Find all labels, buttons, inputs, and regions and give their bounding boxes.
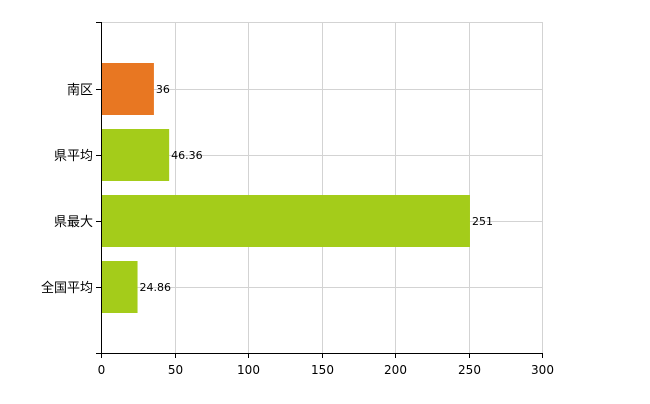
- bar: [101, 63, 154, 115]
- x-tick-label: 200: [384, 363, 407, 377]
- x-tick-label: 150: [311, 363, 334, 377]
- x-tick-label: 50: [168, 363, 183, 377]
- x-tick-label: 300: [531, 363, 554, 377]
- bar: [101, 195, 470, 247]
- category-label: 全国平均: [41, 280, 93, 296]
- data-label: 24.86: [140, 281, 172, 294]
- x-tick-label: 0: [98, 363, 106, 377]
- grid-layer: [101, 22, 543, 353]
- axis-layer: [96, 22, 543, 358]
- x-tick-label: 100: [237, 363, 260, 377]
- category-label: 県最大: [54, 215, 93, 230]
- bar: [101, 129, 170, 181]
- category-label: 県平均: [54, 149, 93, 164]
- bar: [101, 261, 138, 313]
- category-label: 南区: [67, 82, 93, 98]
- bar-layer: [101, 63, 470, 313]
- data-label: 46.36: [171, 149, 203, 162]
- data-label: 36: [156, 83, 170, 96]
- data-label: 251: [472, 215, 493, 228]
- x-tick-label: 250: [458, 363, 481, 377]
